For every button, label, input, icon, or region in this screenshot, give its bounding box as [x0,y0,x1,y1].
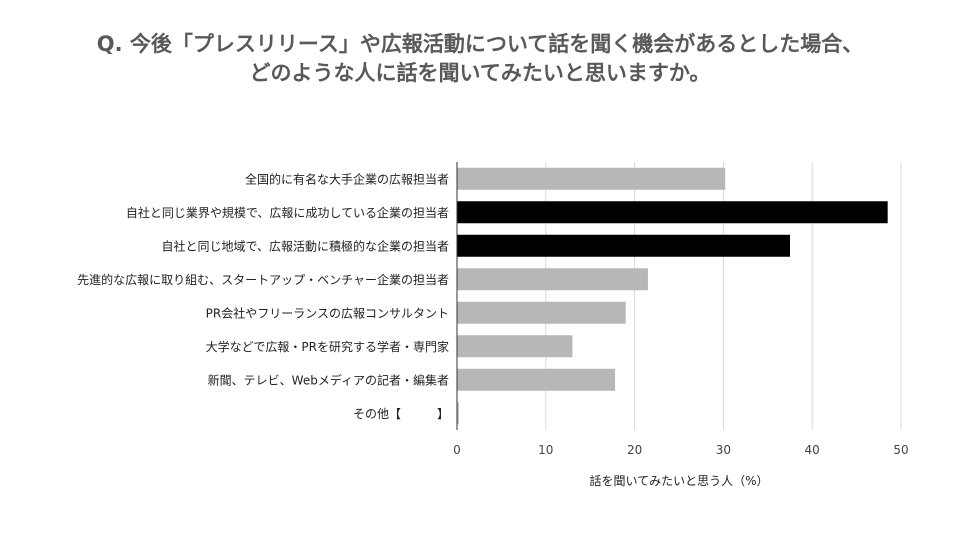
bar [457,201,888,224]
category-label: PR会社やフリーランスの広報コンサルタント [206,305,449,320]
bar [457,402,459,425]
category-label: 新聞、テレビ、Webメディアの記者・編集者 [208,372,449,387]
bar [457,167,726,190]
bar [457,268,648,291]
bar [457,234,790,257]
x-axis-title: 話を聞いてみたいと思う人（%） [589,473,768,488]
category-label: 大学などで広報・PRを研究する学者・専門家 [206,339,449,354]
x-tick-label: 40 [805,443,820,457]
bar [457,368,616,391]
category-label: 先進的な広報に取り組む、スタートアップ・ベンチャー企業の担当者 [77,272,449,287]
chart-title: Q. 今後「プレスリリース」や広報活動について話を聞く機会があるとした場合、 ど… [0,30,960,88]
x-tick-label: 50 [893,443,908,457]
bar [457,301,626,324]
x-tick-label: 10 [538,443,553,457]
category-label: 自社と同じ地域で、広報活動に積極的な企業の担当者 [161,238,449,253]
category-label: 自社と同じ業界や規模で、広報に成功している企業の担当者 [126,205,449,220]
chart-title-line-1: Q. 今後「プレスリリース」や広報活動について話を聞く機会があるとした場合、 [96,32,864,56]
x-tick-label: 30 [716,443,731,457]
chart-title-line-2: どのような人に話を聞いてみたいと思いますか。 [249,61,711,85]
x-tick-label: 0 [453,443,461,457]
bar [457,335,573,358]
x-tick-label: 20 [627,443,642,457]
category-label: その他【 】 [353,407,449,421]
category-label: 全国的に有名な大手企業の広報担当者 [245,171,449,186]
